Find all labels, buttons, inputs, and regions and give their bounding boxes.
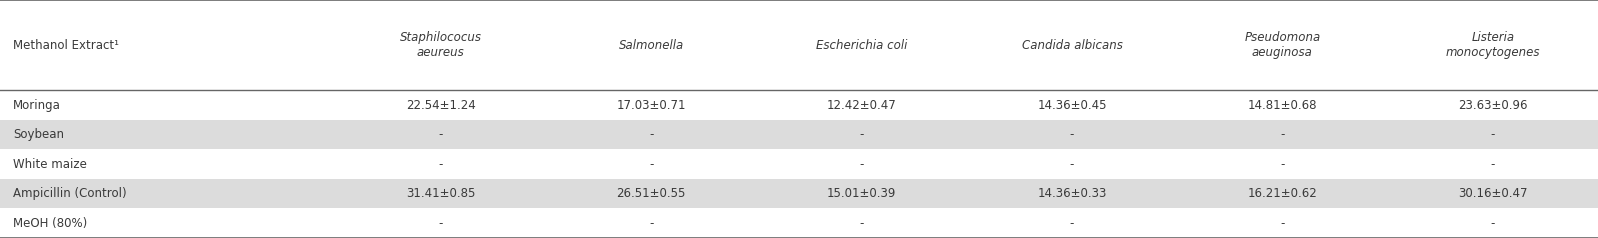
Text: Escherichia coli: Escherichia coli (817, 39, 908, 52)
Text: 22.54±1.24: 22.54±1.24 (406, 99, 476, 112)
Text: Methanol Extract¹: Methanol Extract¹ (13, 39, 118, 52)
Text: -: - (1280, 128, 1285, 141)
Text: Soybean: Soybean (13, 128, 64, 141)
Bar (0, 120, 1598, 149)
Text: -: - (438, 217, 443, 230)
Text: -: - (1069, 128, 1074, 141)
Text: -: - (860, 128, 865, 141)
Text: Candida albicans: Candida albicans (1021, 39, 1122, 52)
Text: -: - (1069, 217, 1074, 230)
Text: -: - (649, 217, 654, 230)
Text: -: - (1280, 217, 1285, 230)
Text: Moringa: Moringa (13, 99, 61, 112)
Text: 14.36±0.45: 14.36±0.45 (1037, 99, 1107, 112)
Text: 14.81±0.68: 14.81±0.68 (1248, 99, 1317, 112)
Text: -: - (1280, 158, 1285, 171)
Text: -: - (860, 217, 865, 230)
Text: -: - (860, 158, 865, 171)
Text: Salmonella: Salmonella (618, 39, 684, 52)
Text: Ampicillin (Control): Ampicillin (Control) (13, 187, 126, 200)
Text: 26.51±0.55: 26.51±0.55 (617, 187, 686, 200)
Text: White maize: White maize (13, 158, 86, 171)
Text: 31.41±0.85: 31.41±0.85 (406, 187, 476, 200)
Text: Staphilococus
aeureus: Staphilococus aeureus (400, 31, 481, 59)
Text: Pseudomona
aeuginosa: Pseudomona aeuginosa (1245, 31, 1320, 59)
Text: 12.42±0.47: 12.42±0.47 (826, 99, 896, 112)
Text: 23.63±0.96: 23.63±0.96 (1457, 99, 1528, 112)
Text: -: - (1491, 128, 1496, 141)
Text: -: - (1069, 158, 1074, 171)
Text: -: - (438, 128, 443, 141)
Text: -: - (649, 158, 654, 171)
Text: MeOH (80%): MeOH (80%) (13, 217, 86, 230)
Text: 15.01±0.39: 15.01±0.39 (826, 187, 896, 200)
Text: -: - (1491, 158, 1496, 171)
Text: 30.16±0.47: 30.16±0.47 (1457, 187, 1528, 200)
Text: -: - (649, 128, 654, 141)
Text: -: - (1491, 217, 1496, 230)
Text: 16.21±0.62: 16.21±0.62 (1248, 187, 1317, 200)
Text: 14.36±0.33: 14.36±0.33 (1037, 187, 1107, 200)
Bar (0, 179, 1598, 208)
Text: 17.03±0.71: 17.03±0.71 (617, 99, 686, 112)
Text: -: - (438, 158, 443, 171)
Text: Listeria
monocytogenes: Listeria monocytogenes (1446, 31, 1540, 59)
